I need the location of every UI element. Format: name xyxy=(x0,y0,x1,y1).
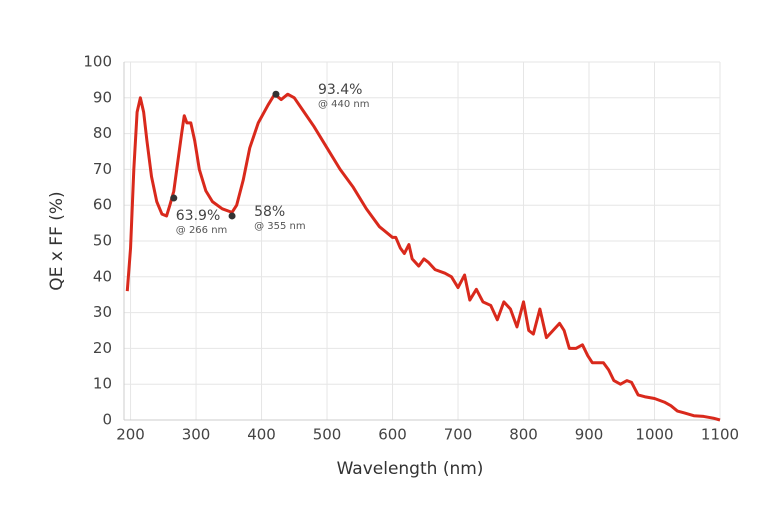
annotation-label: 58% xyxy=(254,204,285,220)
x-tick-label: 700 xyxy=(444,426,473,444)
x-tick-label: 600 xyxy=(378,426,407,444)
data-line xyxy=(125,92,721,422)
annotation-label: 93.4% xyxy=(318,82,362,98)
y-tick-label: 0 xyxy=(102,411,112,429)
x-tick-label: 900 xyxy=(575,426,604,444)
y-tick-label: 30 xyxy=(93,303,112,321)
y-tick-label: 50 xyxy=(93,232,112,250)
y-tick-label: 100 xyxy=(83,53,112,71)
x-tick-label: 1100 xyxy=(701,426,739,444)
x-tick-label: 1000 xyxy=(635,426,673,444)
annotation-sublabel: @ 266 nm xyxy=(176,225,228,236)
y-tick-label: 70 xyxy=(93,160,112,178)
x-tick-label: 200 xyxy=(116,426,145,444)
y-tick-label: 40 xyxy=(93,267,112,285)
annotation-sublabel: @ 440 nm xyxy=(318,99,370,110)
y-tick-label: 10 xyxy=(93,375,112,393)
annotation-label: 63.9% xyxy=(176,208,220,224)
annotation-dot xyxy=(272,90,280,98)
x-tick-label: 400 xyxy=(247,426,276,444)
x-axis-title: Wavelength (nm) xyxy=(337,459,484,479)
x-tick-label: 300 xyxy=(182,426,211,444)
y-tick-label: 90 xyxy=(93,88,112,106)
x-tick-label: 500 xyxy=(313,426,342,444)
annotation-dot xyxy=(170,194,178,202)
y-tick-label: 80 xyxy=(93,124,112,142)
annotation-dot xyxy=(228,212,236,220)
y-tick-label: 60 xyxy=(93,196,112,214)
x-tick-label: 800 xyxy=(509,426,538,444)
y-axis-title: QE x FF (%) xyxy=(47,191,67,290)
annotation-sublabel: @ 355 nm xyxy=(254,221,306,232)
y-tick-label: 20 xyxy=(93,339,112,357)
